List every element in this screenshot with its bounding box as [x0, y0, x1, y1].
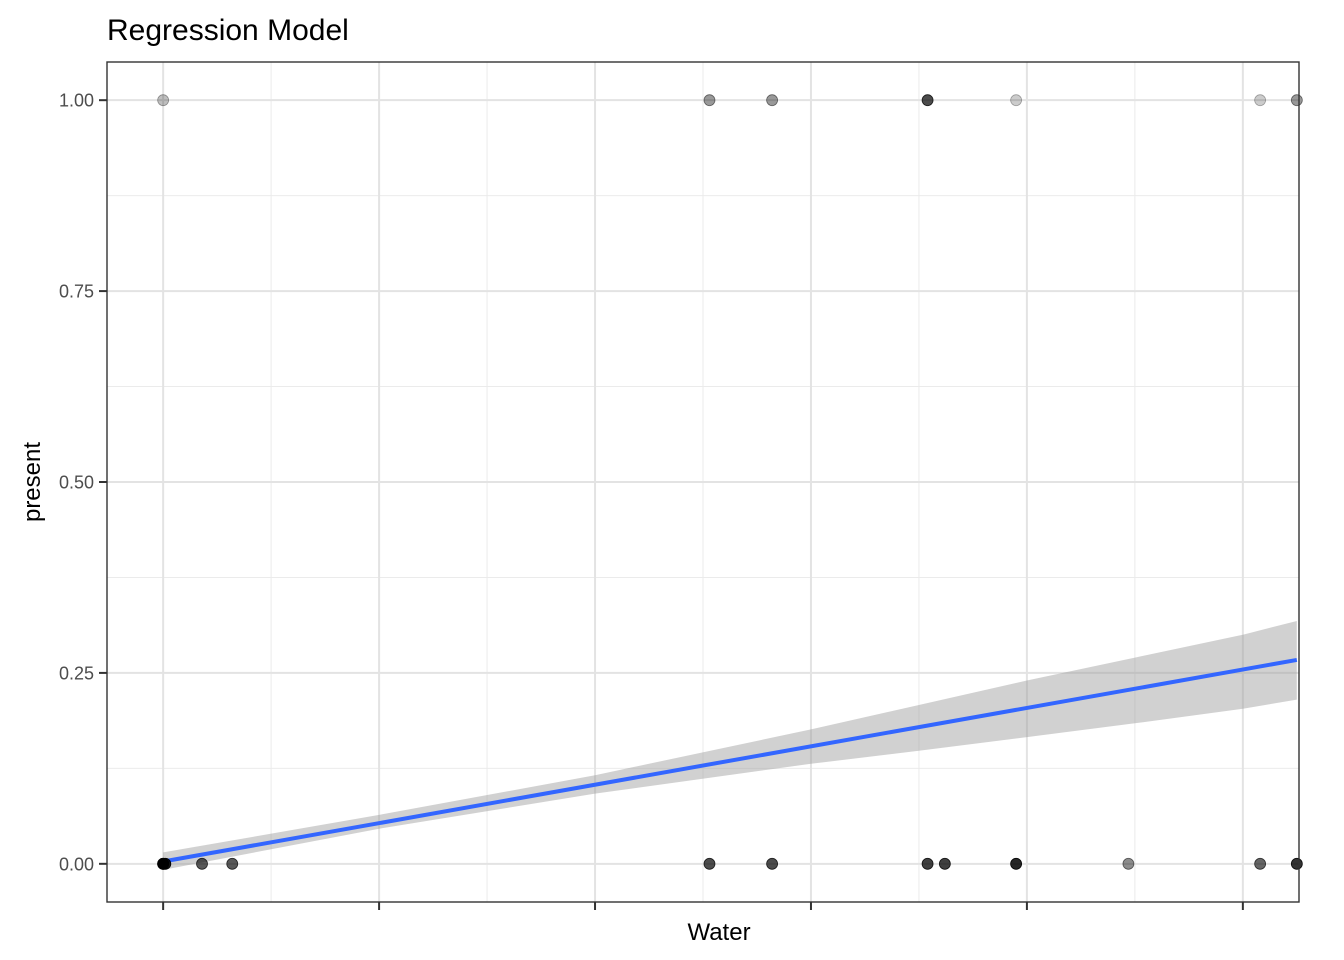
data-point [938, 857, 951, 870]
y-tick-label: 0.25 [59, 663, 94, 683]
data-point [1254, 94, 1267, 107]
data-point [921, 94, 934, 107]
data-point [766, 94, 779, 107]
points-layer [157, 94, 1303, 870]
y-tick-label: 1.00 [59, 91, 94, 111]
y-axis-title: present [19, 442, 46, 522]
data-point [766, 857, 779, 870]
data-point [703, 94, 716, 107]
fit-line [162, 657, 1298, 864]
y-tick-label: 0.00 [59, 854, 94, 874]
data-point [159, 857, 172, 870]
y-tick-label: 0.50 [59, 473, 94, 493]
x-axis [162, 902, 1244, 910]
data-point [196, 857, 208, 870]
confidence-band-layer [163, 621, 1297, 870]
data-point [226, 857, 239, 870]
chart-title: Regression Model [107, 14, 349, 47]
x-axis-title: Water [687, 919, 750, 946]
data-point [1290, 857, 1303, 870]
data-point [1290, 94, 1303, 107]
data-point [703, 857, 716, 870]
data-point [157, 94, 170, 107]
y-tick-label: 0.75 [59, 282, 94, 302]
data-point [1010, 94, 1023, 107]
data-point [1122, 857, 1135, 870]
fit-line-layer [162, 657, 1298, 864]
grid-major [107, 62, 1299, 902]
confidence-band [163, 621, 1297, 870]
data-point [1010, 857, 1023, 870]
data-point [921, 857, 934, 870]
data-point [1254, 857, 1267, 870]
y-axis: 0.00 0.25 0.50 0.75 1.00 [59, 91, 107, 874]
